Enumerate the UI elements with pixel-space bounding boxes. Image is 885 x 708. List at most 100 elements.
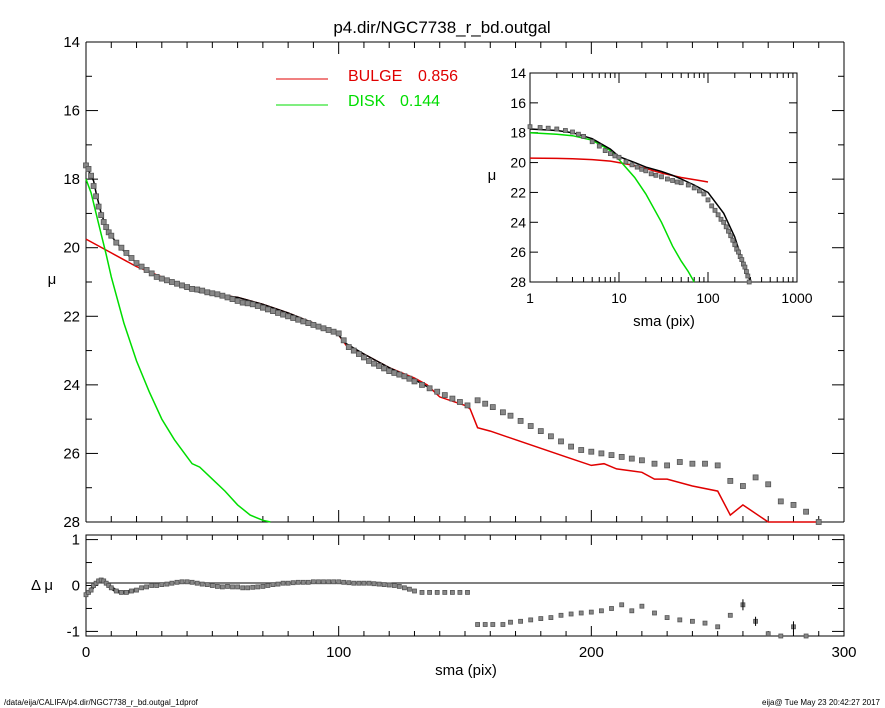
- residual-data-point: [194, 580, 200, 586]
- inset-data-point: [745, 273, 751, 279]
- residual-ytick-label: 1: [72, 532, 80, 549]
- main-data-point: [803, 508, 809, 515]
- main-data-point: [441, 392, 448, 399]
- residual-data-point: [518, 618, 523, 624]
- residual-data-point: [690, 618, 695, 624]
- residual-data-point: [336, 579, 342, 585]
- inset-data-point: [721, 219, 727, 225]
- inset-data-point: [742, 264, 748, 270]
- main-data-point: [507, 412, 514, 419]
- residual-data-point: [295, 579, 301, 585]
- residual-data-point: [449, 590, 455, 595]
- inset-data-point: [715, 212, 721, 218]
- inset-series: [527, 124, 752, 285]
- residual-data-point: [599, 608, 604, 614]
- residual-xtick-label: 200: [579, 644, 604, 661]
- main-data-point: [330, 328, 337, 335]
- inset-data-point: [691, 185, 697, 191]
- residual-data-point: [169, 580, 175, 586]
- main-data-point: [234, 297, 241, 304]
- main-data-point: [168, 279, 175, 285]
- residual-data-point: [275, 581, 281, 587]
- residual-data-point: [465, 590, 470, 595]
- inset-data-point: [678, 180, 684, 186]
- inset-data-point: [581, 133, 586, 139]
- residual-data-point: [341, 579, 347, 585]
- residual-data-point: [664, 615, 670, 620]
- main-data-point: [527, 423, 534, 429]
- inset-xtick-label: 1000: [781, 290, 812, 306]
- inset-data-point: [545, 125, 551, 131]
- residual-data-point: [321, 579, 326, 585]
- main-data-point: [219, 292, 226, 299]
- main-data-point: [98, 212, 105, 219]
- main-data-point: [376, 363, 383, 369]
- inset-data-point: [728, 233, 734, 239]
- residual-data-point: [558, 612, 564, 618]
- main-data-point: [254, 303, 261, 309]
- main-data-point: [815, 519, 822, 525]
- main-data-point: [179, 282, 185, 289]
- main-data-point: [381, 365, 388, 372]
- main-data-point: [100, 219, 107, 225]
- residual-data-point: [219, 584, 225, 590]
- residual-data-point: [240, 585, 246, 591]
- residual-data-point: [159, 582, 165, 587]
- main-data-point: [517, 417, 524, 424]
- main-data-point: [578, 447, 585, 453]
- inset-data-point: [570, 129, 575, 135]
- inset-data-point: [746, 279, 752, 285]
- inset-data-point: [576, 131, 581, 137]
- main-series: [83, 162, 822, 525]
- main-data-point: [740, 483, 746, 489]
- main-data-point: [411, 378, 418, 385]
- main-data-point: [371, 360, 377, 367]
- main-data-point: [618, 453, 625, 460]
- main-data-point: [537, 428, 544, 435]
- residual-data-point: [270, 582, 276, 587]
- residual-data-point: [149, 583, 155, 588]
- residual-xlabel: sma (pix): [435, 662, 497, 679]
- residual-data-point: [164, 581, 170, 587]
- residual-data-point: [490, 622, 496, 627]
- residual-data-point: [528, 617, 534, 623]
- residual-data-point: [401, 585, 407, 591]
- chart-title: p4.dir/NGC7738_r_bd.outgal: [333, 18, 550, 37]
- main-ytick-label: 24: [63, 377, 80, 394]
- residual-data-point: [139, 585, 145, 591]
- residual-data-point: [548, 615, 554, 620]
- inset-data-point: [705, 197, 711, 203]
- main-data-point: [396, 371, 403, 378]
- inset-ytick-label: 28: [510, 274, 526, 290]
- main-data-point: [174, 280, 180, 287]
- inset-data-point: [602, 148, 608, 154]
- main-data-point: [285, 313, 292, 320]
- inset-data-point: [616, 154, 622, 160]
- main-data-point: [651, 460, 658, 467]
- residual-series: [83, 577, 809, 639]
- main-data-point: [264, 306, 271, 313]
- main-data-point: [113, 239, 120, 246]
- main-data-point: [280, 311, 287, 318]
- residual-data-point: [124, 590, 129, 595]
- inset-data-point: [563, 128, 568, 133]
- residual-data-point: [386, 582, 392, 588]
- residual-ytick-label: 0: [72, 578, 80, 595]
- residual-data-point: [412, 588, 417, 594]
- inset-data-point: [723, 224, 729, 230]
- residual-data-point: [457, 590, 463, 595]
- inset-data-point: [612, 153, 618, 159]
- main-ytick-label: 26: [63, 445, 80, 462]
- main-data-point: [474, 397, 481, 404]
- main-data-point: [103, 224, 110, 231]
- inset-data-point: [670, 178, 675, 183]
- main-ytick-label: 28: [63, 514, 80, 531]
- main-data-point: [199, 287, 206, 294]
- main-data-point: [558, 438, 564, 445]
- inset-data-point: [653, 172, 659, 178]
- residual-data-point: [255, 584, 261, 590]
- main-ytick-label: 16: [63, 103, 80, 120]
- inset-data-point: [739, 257, 745, 263]
- residual-xtick-label: 100: [326, 644, 351, 661]
- residual-data-point: [129, 588, 134, 594]
